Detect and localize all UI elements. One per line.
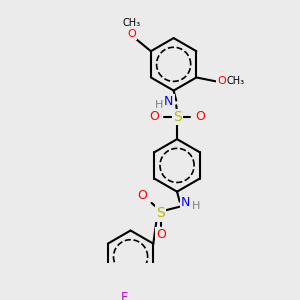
Text: CH₃: CH₃ bbox=[123, 18, 141, 28]
Text: O: O bbox=[156, 228, 166, 241]
Text: O: O bbox=[137, 189, 147, 203]
Text: O: O bbox=[195, 110, 205, 123]
Text: S: S bbox=[173, 110, 182, 124]
Text: F: F bbox=[121, 291, 128, 300]
Text: H: H bbox=[155, 100, 164, 110]
Text: CH₃: CH₃ bbox=[227, 76, 245, 86]
Text: N: N bbox=[181, 196, 190, 209]
Text: S: S bbox=[156, 206, 165, 220]
Text: O: O bbox=[149, 110, 159, 123]
Text: N: N bbox=[164, 95, 174, 108]
Text: O: O bbox=[218, 76, 226, 86]
Text: H: H bbox=[192, 201, 200, 212]
Text: O: O bbox=[128, 29, 136, 39]
